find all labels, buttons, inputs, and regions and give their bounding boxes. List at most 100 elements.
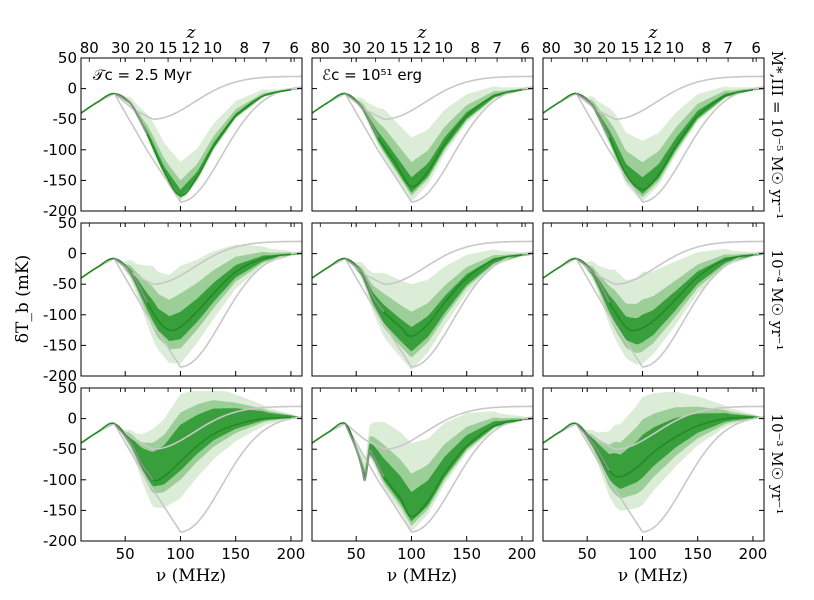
x-tick-label: 150	[221, 545, 250, 563]
confidence-band-3	[81, 408, 302, 487]
confidence-band-2	[81, 89, 302, 199]
confidence-band-3	[81, 89, 302, 198]
panel-2-2	[312, 240, 533, 370]
panel-frame	[80, 57, 303, 212]
panel-1-2	[312, 75, 533, 203]
z-tick-label: 6	[520, 39, 530, 57]
z-tick-label: 10	[665, 39, 684, 57]
x-tick-label: 200	[277, 545, 306, 563]
x-tick-label: 150	[452, 545, 481, 563]
panel-frame	[80, 222, 303, 377]
reference-curve-late	[81, 86, 302, 203]
panel-2-3	[543, 240, 764, 368]
panel-frame	[542, 222, 765, 377]
z-tick-label: 30	[573, 39, 592, 57]
y-tick-label: -200	[43, 532, 77, 550]
panel-frame	[542, 387, 765, 542]
z-tick-label: 12	[412, 39, 431, 57]
z-tick-label: 30	[342, 39, 361, 57]
y-axis-label: δT_b (mK)	[13, 255, 33, 343]
x-axis-label-col3: ν (MHz)	[618, 566, 688, 586]
reference-curve-early	[81, 75, 302, 121]
reference-curve-late	[81, 251, 302, 368]
reference-curve-late	[543, 416, 764, 533]
row-label-3: 10⁻³ M☉ yr⁻¹	[768, 414, 786, 515]
confidence-band-2	[543, 253, 764, 353]
median-curve	[81, 89, 292, 197]
median-curve	[312, 89, 523, 188]
median-early-segment	[344, 257, 385, 313]
z-tick-label: 80	[80, 39, 99, 57]
confidence-band-2	[312, 253, 533, 358]
x-axis-label-col2: ν (MHz)	[387, 566, 457, 586]
y-tick-label: 0	[67, 245, 77, 263]
x-tick-label: 200	[508, 545, 537, 563]
median-early-segment	[113, 92, 149, 135]
median-curve	[543, 254, 754, 332]
z-tick-label: 10	[203, 39, 222, 57]
reference-curve-late	[543, 86, 764, 203]
y-tick-label: -200	[43, 367, 77, 385]
median-early-segment	[575, 422, 610, 472]
row-label-1: Ṁ*,III = 10⁻⁵ M☉ yr⁻¹	[768, 51, 786, 219]
z-tick-label: 20	[366, 39, 385, 57]
x-tick-label: 150	[683, 545, 712, 563]
top-axis-label-col2: z	[417, 23, 428, 43]
z-tick-label: 15	[621, 39, 640, 57]
panel-frame	[311, 222, 534, 377]
panel-1-3	[543, 75, 764, 203]
median-early-segment	[113, 422, 154, 481]
confidence-band-3	[312, 254, 533, 352]
reference-curve-early	[312, 405, 533, 451]
y-tick-label: -200	[43, 202, 77, 220]
z-tick-label: 7	[723, 39, 733, 57]
panel-2-1	[81, 240, 302, 368]
x-tick-label: 100	[397, 545, 426, 563]
z-tick-label: 80	[311, 39, 330, 57]
median-curve	[543, 89, 754, 191]
y-tick-label: 50	[58, 379, 77, 397]
z-tick-label: 12	[643, 39, 662, 57]
z-tick-label: 20	[135, 39, 154, 57]
y-tick-label: -50	[53, 275, 78, 293]
y-tick-label: -100	[43, 306, 77, 324]
y-tick-label: -100	[43, 141, 77, 159]
x-tick-label: 50	[578, 545, 597, 563]
panel-frame	[80, 387, 303, 542]
z-tick-label: 30	[111, 39, 130, 57]
reference-curve-late	[81, 416, 302, 533]
y-tick-label: -50	[53, 440, 78, 458]
z-tick-label: 8	[702, 39, 712, 57]
reference-curve-late	[312, 251, 533, 368]
panel-frame	[311, 387, 534, 542]
top-axis-label-col1: z	[186, 23, 197, 43]
reference-curve-late	[543, 251, 764, 368]
x-tick-label: 50	[116, 545, 135, 563]
median-early-segment	[344, 423, 385, 482]
y-tick-label: -150	[43, 171, 77, 189]
annotation-column-1: 𝒯c = 2.5 Myr	[93, 66, 192, 84]
x-tick-label: 50	[347, 545, 366, 563]
confidence-band-3	[81, 253, 302, 342]
median-curve	[543, 416, 754, 478]
row-label-2: 10⁻⁴ M☉ yr⁻¹	[768, 250, 786, 351]
z-tick-label: 20	[597, 39, 616, 57]
confidence-band-3	[543, 413, 764, 489]
median-early-segment	[113, 257, 149, 303]
z-tick-label: 6	[751, 39, 761, 57]
panel-3-3	[543, 391, 764, 533]
reference-curve-late	[312, 86, 533, 203]
z-tick-label: 10	[434, 39, 453, 57]
z-tick-label: 15	[159, 39, 178, 57]
panel-3-1	[81, 391, 302, 533]
panel-1-1	[81, 75, 302, 203]
median-early-segment	[575, 257, 611, 303]
confidence-band-3	[312, 418, 533, 522]
y-tick-label: 0	[67, 80, 77, 98]
y-tick-label: -50	[53, 110, 78, 128]
x-tick-label: 100	[166, 545, 195, 563]
z-tick-label: 8	[240, 39, 250, 57]
y-tick-label: -100	[43, 471, 77, 489]
z-tick-label: 80	[542, 39, 561, 57]
